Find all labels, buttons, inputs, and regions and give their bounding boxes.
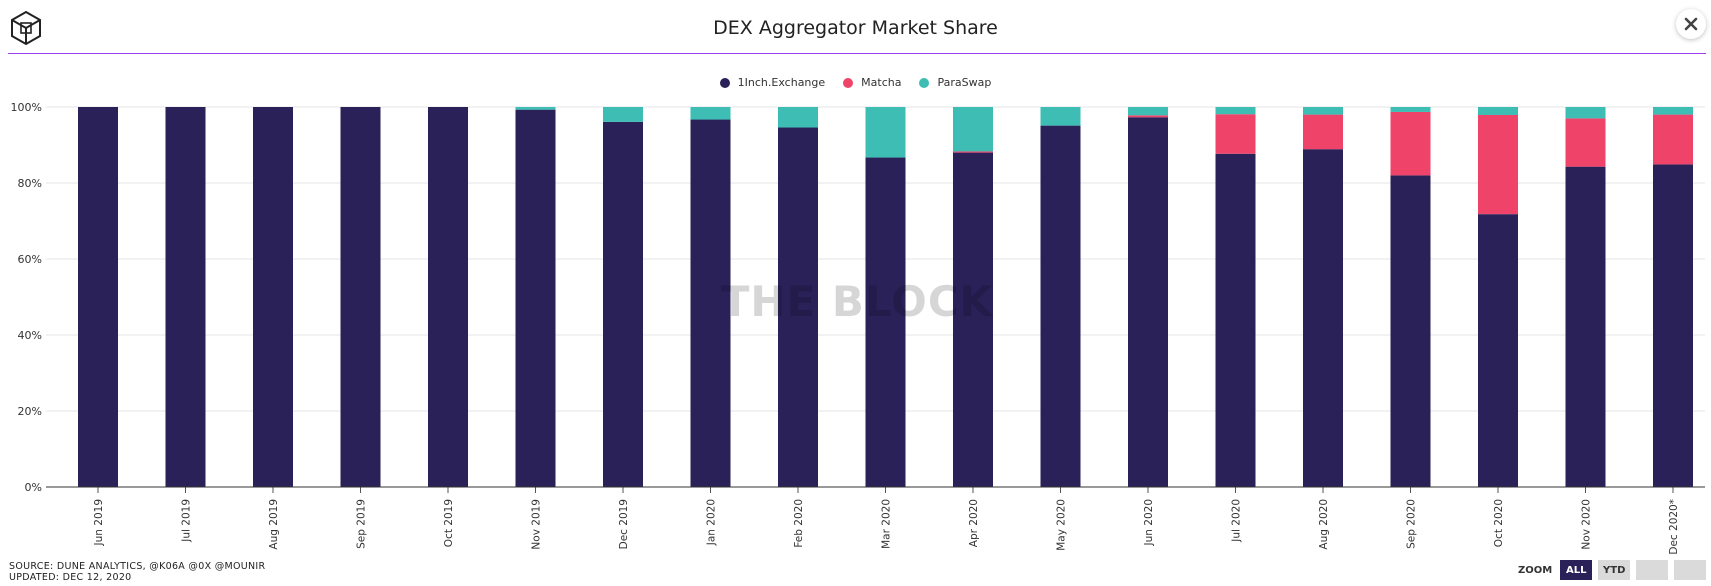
bar-segment[interactable] xyxy=(1128,117,1168,487)
bar-segment[interactable] xyxy=(778,107,818,128)
bar-segment[interactable] xyxy=(1390,111,1431,176)
x-tick-label: Sep 2020 xyxy=(1406,499,1418,549)
bar-segment[interactable] xyxy=(1565,118,1606,167)
bar-segment[interactable] xyxy=(953,151,993,153)
x-tick-label: Oct 2019 xyxy=(443,499,455,547)
chart-header: DEX Aggregator Market Share xyxy=(0,0,1711,56)
x-tick-label: Sep 2019 xyxy=(356,499,368,549)
bar-segment[interactable] xyxy=(253,107,293,487)
chart-legend: 1Inch.Exchange Matcha ParaSwap xyxy=(0,76,1711,89)
zoom-all-button[interactable]: ALL xyxy=(1560,560,1593,580)
bar-segment[interactable] xyxy=(1390,175,1431,487)
bar-segment[interactable] xyxy=(1478,107,1518,115)
x-tick-label: Nov 2019 xyxy=(531,499,543,550)
x-tick-label: Oct 2020 xyxy=(1493,499,1505,547)
y-tick-label: 20% xyxy=(18,405,42,418)
legend-label-1inch: 1Inch.Exchange xyxy=(737,76,826,89)
x-tick-label: Aug 2019 xyxy=(268,499,280,550)
x-tick-label: Jul 2020 xyxy=(1231,499,1243,543)
bar-segment[interactable] xyxy=(515,109,556,487)
close-icon xyxy=(1684,17,1698,31)
zoom-controls: ZOOM ALL YTD xyxy=(1518,560,1707,580)
bar-segment[interactable] xyxy=(953,107,993,152)
x-tick-label: Jul 2019 xyxy=(181,499,193,543)
y-tick-label: 80% xyxy=(18,177,42,190)
bar-segment[interactable] xyxy=(690,107,731,120)
the-block-logo-icon xyxy=(11,10,41,46)
bar-segment[interactable] xyxy=(1565,107,1606,119)
x-tick-label: Dec 2019 xyxy=(618,499,630,549)
x-tick-label: Jan 2020 xyxy=(706,499,718,546)
legend-label-paraswap: ParaSwap xyxy=(937,76,992,89)
header-divider xyxy=(8,53,1706,54)
legend-label-matcha: Matcha xyxy=(861,76,902,89)
bar-segment[interactable] xyxy=(1128,107,1168,116)
bar-segment[interactable] xyxy=(1390,107,1431,112)
watermark: THE BLOCK xyxy=(721,277,994,326)
x-axis-ticks: Jun 2019 Jul 2019 Aug 2019 Sep 2019 Oct 2019… xyxy=(93,487,1680,555)
bar-segment[interactable] xyxy=(1303,114,1343,150)
bars xyxy=(78,107,1693,488)
bar-segment[interactable] xyxy=(1040,107,1081,126)
legend-dot-paraswap xyxy=(919,77,930,88)
bar-segment[interactable] xyxy=(1653,107,1693,115)
bar-segment[interactable] xyxy=(1653,114,1693,165)
legend-item-paraswap[interactable]: ParaSwap xyxy=(919,76,991,89)
bar-segment[interactable] xyxy=(1565,166,1606,487)
bar-segment[interactable] xyxy=(1478,114,1518,215)
y-tick-label: 60% xyxy=(18,253,42,266)
bar-segment[interactable] xyxy=(1215,153,1256,488)
bar-segment[interactable] xyxy=(428,107,468,487)
bar-segment[interactable] xyxy=(603,107,643,122)
bar-segment[interactable] xyxy=(340,107,381,487)
bar-segment[interactable] xyxy=(1303,149,1343,487)
zoom-label: ZOOM xyxy=(1518,564,1553,576)
x-tick-label: Aug 2020 xyxy=(1318,499,1330,550)
source-text: SOURCE: DUNE ANALYTICS, @K06A @0X @MOUNI… xyxy=(9,561,266,572)
bar-segment[interactable] xyxy=(865,157,906,488)
bar-segment[interactable] xyxy=(1128,115,1168,118)
y-tick-label: 0% xyxy=(25,481,42,494)
bar-segment[interactable] xyxy=(1040,125,1081,488)
legend-item-1inch[interactable]: 1Inch.Exchange xyxy=(719,76,826,89)
x-tick-label: Jun 2019 xyxy=(93,499,105,546)
bar-segment[interactable] xyxy=(603,121,643,487)
x-tick-label: Apr 2020 xyxy=(968,499,980,547)
zoom-ytd-button[interactable]: YTD xyxy=(1598,560,1631,580)
legend-item-matcha[interactable]: Matcha xyxy=(843,76,901,89)
chart-footer: SOURCE: DUNE ANALYTICS, @K06A @0X @MOUNI… xyxy=(9,561,265,583)
x-tick-label: Jun 2020 xyxy=(1143,499,1155,546)
bar-segment[interactable] xyxy=(78,107,118,487)
updated-text: UPDATED: DEC 12, 2020 xyxy=(9,572,132,583)
x-tick-label: Nov 2020 xyxy=(1581,499,1593,550)
legend-dot-1inch xyxy=(719,77,730,88)
bar-segment[interactable] xyxy=(865,107,906,158)
y-tick-label: 40% xyxy=(18,329,42,342)
bar-segment[interactable] xyxy=(1215,107,1256,115)
x-tick-label: Mar 2020 xyxy=(881,499,893,549)
bar-segment[interactable] xyxy=(690,119,731,487)
x-tick-label: Feb 2020 xyxy=(793,499,805,548)
bar-segment[interactable] xyxy=(953,152,993,487)
bar-segment[interactable] xyxy=(1215,114,1256,154)
bar-segment[interactable] xyxy=(165,107,206,487)
x-tick-label: Dec 2020* xyxy=(1668,499,1680,555)
chart-title: DEX Aggregator Market Share xyxy=(713,17,998,39)
bar-segment[interactable] xyxy=(515,107,556,110)
bar-segment[interactable] xyxy=(1303,107,1343,115)
close-button[interactable] xyxy=(1676,9,1706,39)
y-axis-ticks: 0% 20% 40% 60% 80% 100% xyxy=(11,101,42,494)
bar-segment[interactable] xyxy=(778,127,818,488)
zoom-blank-button-1[interactable] xyxy=(1636,560,1669,580)
legend-dot-matcha xyxy=(843,77,854,88)
y-tick-label: 100% xyxy=(11,101,42,114)
bar-segment[interactable] xyxy=(1653,164,1693,487)
x-tick-label: May 2020 xyxy=(1056,499,1068,551)
zoom-blank-button-2[interactable] xyxy=(1674,560,1707,580)
bar-segment[interactable] xyxy=(1478,214,1518,487)
